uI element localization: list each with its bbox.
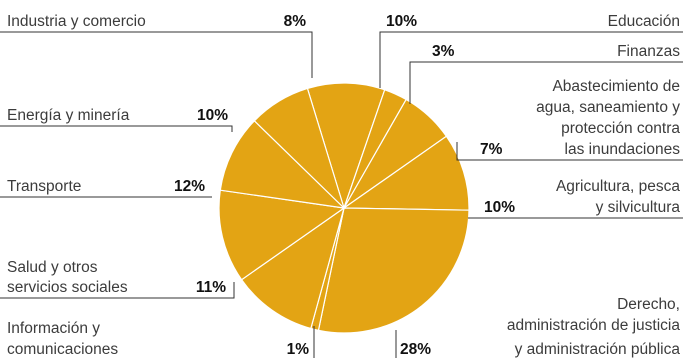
label-salud: Salud y otros servicios sociales 11%: [0, 259, 235, 299]
pct-agua: 7%: [480, 141, 503, 158]
label-agricultura-line1: Agricultura, pesca: [556, 178, 680, 195]
label-educacion-text: Educación: [608, 13, 680, 30]
pie-slice-8: [218, 189, 346, 281]
leader-energia: [0, 125, 233, 132]
pie-slice-10: [253, 87, 345, 209]
pie-slice-4: [342, 135, 470, 211]
label-informacion-line1: Información y: [7, 320, 100, 337]
label-energia: Energía y minería 10%: [0, 107, 233, 132]
pct-energia: 10%: [197, 107, 228, 124]
pct-educacion: 10%: [386, 13, 417, 30]
label-salud-line2: servicios sociales: [7, 279, 128, 296]
label-transporte: Transporte 12%: [0, 178, 212, 198]
label-informacion-line2: comunicaciones: [7, 341, 118, 358]
label-derecho-line2: administración de justicia: [507, 317, 681, 334]
label-agua-line3: protección contra: [561, 120, 680, 137]
pct-finanzas: 3%: [432, 43, 455, 60]
leader-agua: [456, 142, 683, 161]
pct-derecho: 28%: [400, 341, 431, 358]
label-industria: Industria y comercio 8%: [0, 13, 313, 78]
leader-salud: [0, 282, 235, 299]
label-educacion: 10% Educación: [379, 13, 683, 88]
pie-slice-1: [306, 82, 386, 210]
label-finanzas: 3% Finanzas: [409, 43, 683, 104]
label-derecho-line1: Derecho,: [617, 296, 680, 313]
pct-agricultura: 10%: [484, 199, 515, 216]
label-agua-line1: Abastecimiento de: [552, 78, 680, 95]
label-agua-line4: las inundaciones: [565, 141, 681, 158]
leader-finanzas: [409, 61, 683, 104]
label-derecho: Derecho, administración de justicia y ad…: [395, 296, 681, 358]
label-industria-text: Industria y comercio: [7, 13, 146, 30]
label-salud-line1: Salud y otros: [7, 259, 98, 276]
label-agua: Abastecimiento de agua, saneamiento y pr…: [456, 78, 683, 161]
pie-slice-9: [219, 120, 346, 209]
pct-salud: 11%: [196, 279, 226, 296]
leader-industria: [0, 31, 313, 78]
label-informacion: Información y comunicaciones 1%: [7, 320, 315, 358]
leader-educacion: [379, 31, 683, 88]
label-agricultura: Agricultura, pesca y silvicultura 10%: [468, 178, 683, 219]
label-finanzas-text: Finanzas: [617, 43, 680, 60]
label-agricultura-line2: y silvicultura: [596, 199, 681, 216]
label-derecho-line3: y administración pública: [515, 341, 681, 358]
pie-slice-7: [240, 206, 346, 330]
pct-informacion: 1%: [287, 341, 310, 358]
pie-slices: [218, 82, 470, 334]
label-transporte-text: Transporte: [7, 178, 81, 195]
pct-transporte: 12%: [174, 178, 205, 195]
pie-slice-5: [317, 207, 470, 334]
label-agua-line2: agua, saneamiento y: [536, 99, 680, 116]
pct-industria: 8%: [284, 13, 307, 30]
label-energia-text: Energía y minería: [7, 107, 130, 124]
